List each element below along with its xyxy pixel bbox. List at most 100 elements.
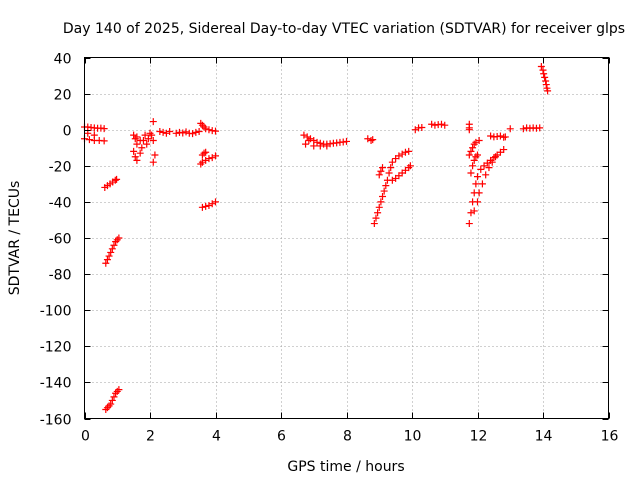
data-point [105, 402, 113, 410]
x-tick-label: 6 [277, 429, 286, 445]
data-point [313, 138, 321, 146]
series-arc-24 [537, 63, 552, 95]
data-point [411, 126, 419, 134]
data-point [474, 151, 481, 159]
data-point [212, 198, 219, 206]
data-point [377, 198, 385, 206]
data-point [501, 133, 509, 141]
data-point [537, 63, 545, 71]
data-point [405, 147, 413, 155]
data-point [470, 207, 478, 215]
data-point [100, 125, 108, 133]
data-point [375, 203, 383, 211]
data-point [385, 169, 393, 177]
data-point [149, 137, 157, 145]
data-point [146, 129, 154, 137]
data-point [179, 129, 187, 137]
data-point [536, 124, 544, 132]
series-arc-4 [102, 386, 123, 413]
data-point [113, 387, 121, 395]
data-point [130, 131, 138, 139]
data-point [205, 155, 213, 163]
x-tick-label: 4 [212, 429, 221, 445]
data-point [519, 125, 527, 133]
data-point [475, 137, 483, 145]
data-point [195, 128, 203, 136]
y-tick-label: -120 [40, 340, 72, 356]
data-point [192, 128, 200, 136]
series-arc-14 [388, 162, 414, 184]
data-point [370, 220, 378, 228]
data-point [478, 180, 486, 188]
data-point [202, 125, 210, 133]
data-point [133, 140, 141, 148]
data-point [166, 128, 174, 136]
data-point [156, 128, 164, 136]
data-point [133, 133, 141, 141]
data-point [487, 132, 495, 140]
series-arc-3 [102, 234, 123, 267]
y-tick-label: 40 [54, 52, 72, 68]
series-arc-15 [375, 164, 387, 179]
data-point [90, 131, 98, 139]
grid-layer [84, 57, 609, 419]
data-point [465, 151, 473, 159]
data-point [306, 135, 314, 143]
data-point [492, 153, 500, 161]
data-point [212, 127, 219, 135]
y-tick-label: -140 [40, 376, 72, 392]
data-point [148, 131, 156, 139]
data-point [470, 156, 478, 164]
series-arc-9 [197, 148, 219, 168]
data-point [379, 164, 387, 172]
y-tick-label: -80 [49, 268, 72, 284]
data-point [540, 70, 548, 78]
data-point [110, 393, 118, 401]
chart-title: Day 140 of 2025, Sidereal Day-to-day VTE… [63, 21, 625, 37]
data-point [110, 241, 118, 249]
data-point [151, 151, 159, 159]
data-point [131, 135, 139, 143]
data-point [441, 121, 449, 129]
ticks-layer: 0 2 4 6 8 10 12 14 16 40 20 0 -20 -40 -60 -80 -100 -120 -1… [40, 52, 619, 445]
series-arc-23 [506, 124, 544, 133]
x-tick-label: 8 [343, 429, 352, 445]
data-point [496, 132, 504, 140]
data-point [208, 200, 216, 208]
data-point [144, 135, 152, 143]
data-point [205, 126, 213, 134]
data-point [467, 169, 475, 177]
data-point [474, 198, 481, 206]
data-point [105, 252, 113, 260]
data-point [198, 158, 206, 166]
data-point [310, 142, 318, 150]
data-point [149, 118, 157, 126]
data-point [539, 66, 547, 74]
data-point [369, 136, 377, 144]
data-point [202, 148, 210, 156]
data-point [375, 171, 383, 179]
data-point [202, 156, 210, 164]
data-point [367, 137, 375, 145]
data-point [316, 142, 324, 150]
data-point [305, 137, 313, 145]
data-point [418, 124, 426, 132]
series-arc-10 [198, 198, 219, 211]
series-arc-19 [465, 137, 483, 159]
data-point [200, 149, 208, 157]
data-point [108, 245, 116, 253]
data-point [136, 137, 144, 145]
data-point [387, 164, 395, 172]
data-point [465, 220, 473, 228]
data-point [103, 256, 111, 264]
y-tick-label: 20 [54, 88, 72, 104]
data-point [149, 158, 157, 166]
data-point [388, 158, 396, 166]
data-point [544, 87, 552, 95]
data-point [482, 171, 490, 179]
plot-frame [84, 57, 609, 419]
data-point [541, 73, 549, 81]
data-point [202, 202, 210, 210]
data-point [107, 400, 115, 408]
